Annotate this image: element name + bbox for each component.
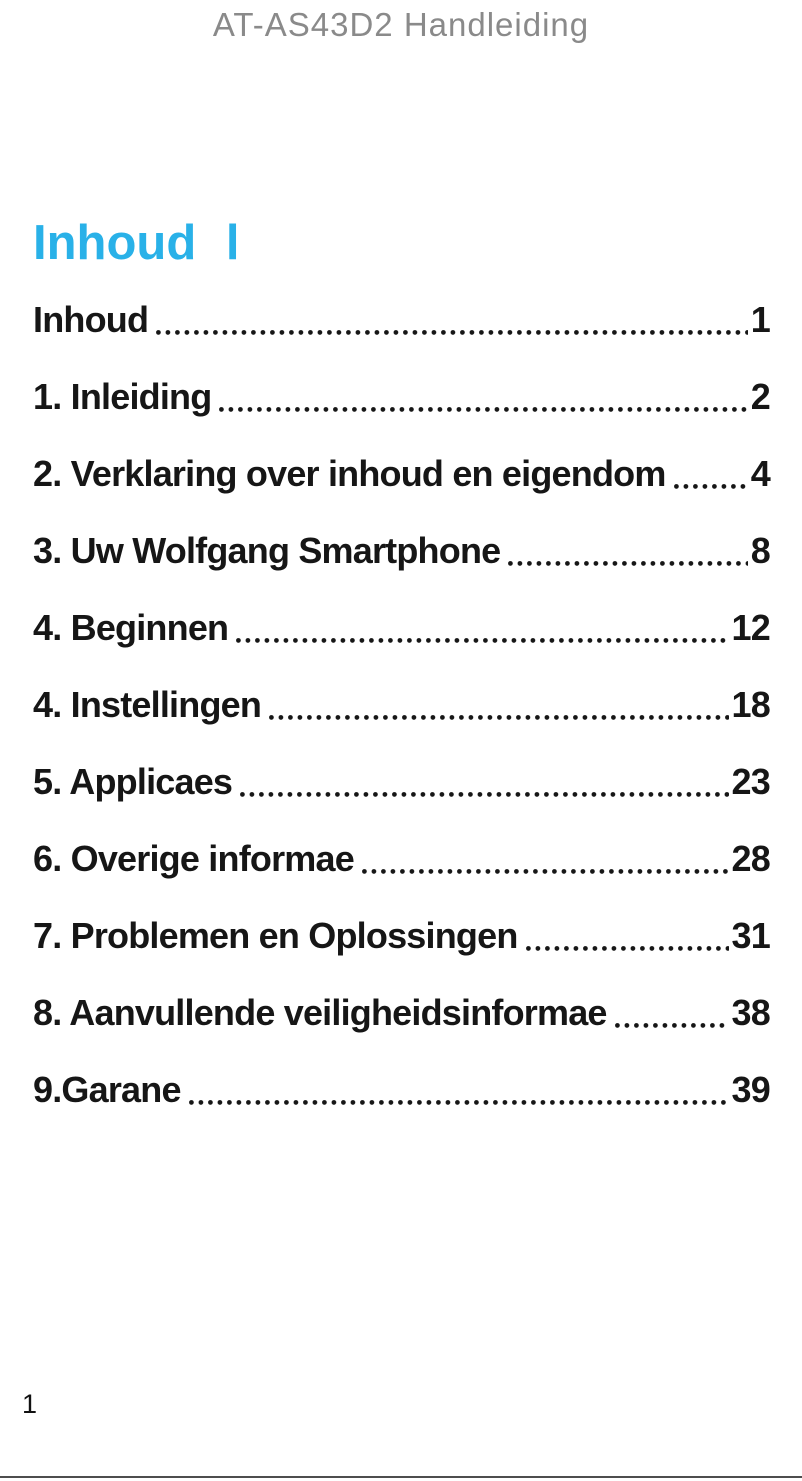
- toc-entry-label: 6. Overige informae: [33, 838, 354, 879]
- toc-leader-dots: [219, 407, 748, 412]
- toc-leader-dots: [156, 330, 748, 335]
- toc-entry: 8. Aanvullende veiligheidsinformae 38: [33, 991, 771, 1035]
- toc-entry-label: 9.Garane: [33, 1069, 181, 1110]
- toc-leader-dots: [614, 1023, 729, 1028]
- toc-entry-label: 3. Uw Wolfgang Smartphone: [33, 530, 501, 571]
- toc-entry-page: 4: [750, 453, 771, 494]
- toc-entry: 2. Verklaring over inhoud en eigendom 4: [33, 452, 771, 496]
- toc-leader-dots: [361, 869, 729, 874]
- toc-entry-label: 2. Verklaring over inhoud en eigendom: [33, 453, 666, 494]
- toc-entry: 9.Garane 39: [33, 1068, 771, 1112]
- toc-leader-dots: [508, 561, 748, 566]
- document-header-title: AT-AS43D2 Handleiding: [212, 6, 590, 43]
- toc-entry-label: 7. Problemen en Oplossingen: [33, 915, 518, 956]
- toc-entry-label: Inhoud: [33, 299, 149, 340]
- toc-leader-dots: [236, 638, 729, 643]
- toc-entry-page: 38: [731, 992, 771, 1033]
- toc-entry-page: 23: [731, 761, 771, 802]
- toc-entry-page: 28: [731, 838, 771, 879]
- toc-entry: 4. Instellingen 18: [33, 683, 771, 727]
- toc-leader-dots: [188, 1100, 729, 1105]
- toc-entry-page: 1: [750, 299, 771, 340]
- toc-entry: 1. Inleiding 2: [33, 375, 771, 419]
- toc-heading: Inhoud l: [33, 216, 240, 270]
- toc-entry: 7. Problemen en Oplossingen 31: [33, 914, 771, 958]
- toc-entry: 3. Uw Wolfgang Smartphone 8: [33, 529, 771, 573]
- toc-leader-dots: [525, 946, 729, 951]
- footer-rule: [0, 1476, 802, 1478]
- toc-entry-label: 8. Aanvullende veiligheidsinformae: [33, 992, 607, 1033]
- toc-entry: 6. Overige informae 28: [33, 837, 771, 881]
- toc-leader-dots: [269, 715, 729, 720]
- toc-entry-label: 5. Applicaes: [33, 761, 233, 802]
- toc-entry-label: 4. Instellingen: [33, 684, 262, 725]
- toc-list: Inhoud 1 1. Inleiding 2 2. Verklaring ov…: [33, 298, 771, 1112]
- toc-entry-page: 8: [750, 530, 771, 571]
- footer-page-number: 1: [22, 1389, 38, 1419]
- toc-entry-label: 4. Beginnen: [33, 607, 229, 648]
- toc-leader-dots: [240, 792, 729, 797]
- toc-leader-dots: [673, 484, 748, 489]
- toc-entry-label: 1. Inleiding: [33, 376, 212, 417]
- toc-entry: 4. Beginnen 12: [33, 606, 771, 650]
- toc-entry-page: 18: [731, 684, 771, 725]
- toc-entry-page: 31: [731, 915, 771, 956]
- toc-entry: 5. Applicaes 23: [33, 760, 771, 804]
- toc-entry-page: 12: [731, 607, 771, 648]
- toc-entry: Inhoud 1: [33, 298, 771, 342]
- toc-entry-page: 39: [731, 1069, 771, 1110]
- toc-entry-page: 2: [750, 376, 771, 417]
